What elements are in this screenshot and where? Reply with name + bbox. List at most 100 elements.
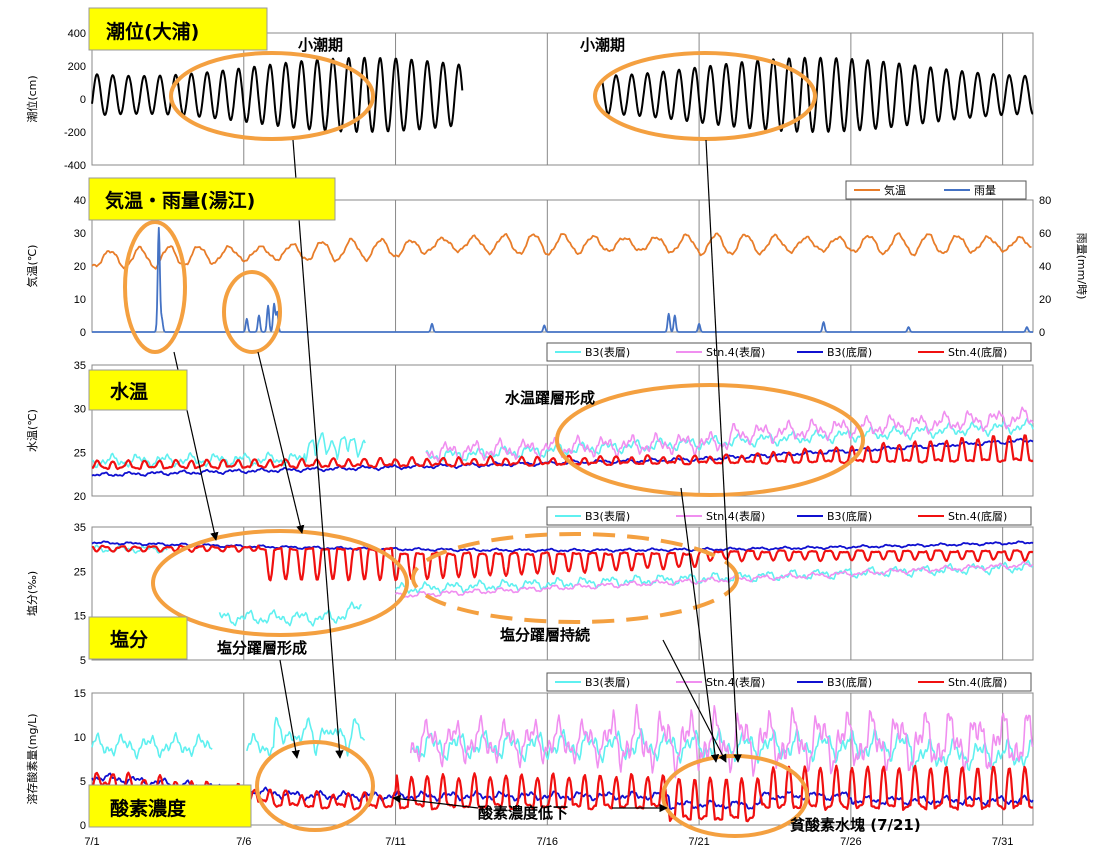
legend-box <box>546 672 1032 692</box>
y-right-tick-label: 20 <box>1039 294 1051 306</box>
plot-frame <box>91 32 1034 166</box>
b3-surface-line <box>246 716 366 757</box>
y-tick-label: -200 <box>64 127 86 139</box>
y-right-tick-label: 80 <box>1039 195 1051 207</box>
y-tick-label: 10 <box>74 294 86 306</box>
halocline-persist-label: 塩分躍層持続 <box>500 626 590 644</box>
thermocline-ellipse <box>555 383 865 497</box>
legend-label: Stn.4(表層) <box>706 509 765 523</box>
water-temp-legend: B3(表層) Stn.4(表層) B3(底層) Stn.4(底層) <box>546 342 1032 362</box>
legend-box <box>546 506 1032 526</box>
salinity-title: 塩分 <box>110 628 148 651</box>
y-tick-label: 20 <box>74 491 86 503</box>
arrow-thermo-to-do <box>680 487 720 763</box>
x-tick-label: 7/26 <box>840 836 861 848</box>
tide-title-box: 潮位(大浦) <box>88 7 268 51</box>
x-tick-label: 7/6 <box>236 836 251 848</box>
y-axis-label: 気温(℃) <box>25 245 39 288</box>
arrow-neap2-to-do <box>705 139 742 763</box>
y-right-tick-label: 60 <box>1039 228 1051 240</box>
arrow-halo-form-to-do <box>279 659 300 759</box>
y-tick-label: 35 <box>74 522 86 534</box>
stn4-surface-line <box>425 406 1034 464</box>
b3-surface-line <box>91 731 213 760</box>
halocline-persist-ellipse <box>411 532 739 624</box>
x-tick-label: 7/16 <box>537 836 558 848</box>
b3-surface-line <box>91 451 243 469</box>
oxygen-legend: B3(表層) Stn.4(表層) B3(底層) Stn.4(底層) <box>546 672 1032 692</box>
stn4-bottom-line <box>92 434 1034 471</box>
y-axis-label: 塩分(‰) <box>25 571 39 616</box>
y-tick-label: 5 <box>80 776 86 788</box>
y-tick-label: 15 <box>74 611 86 623</box>
legend-label: 気温 <box>884 183 906 197</box>
water-temp-title: 水温 <box>110 381 148 403</box>
water-temp-title-box: 水温 <box>88 369 188 411</box>
neap-ellipse-1 <box>169 51 375 141</box>
stn4-surface-line <box>394 560 1034 599</box>
y-tick-label: 5 <box>80 655 86 667</box>
grid-layer <box>91 32 1034 826</box>
y-axis-label: 水温(℃) <box>26 409 39 452</box>
weather-title-box: 気温・雨量(湯江) <box>88 177 336 221</box>
y-tick-label: 30 <box>74 228 86 240</box>
weather-legend: 気温 雨量 <box>845 180 1027 200</box>
y-tick-label: 0 <box>80 327 86 339</box>
oxygen-title-box: 酸素濃度 <box>88 784 252 828</box>
weather-title: 気温・雨量(湯江) <box>105 189 255 212</box>
x-tick-label: 7/11 <box>385 836 406 848</box>
stn4-bottom-line <box>91 544 1034 582</box>
y-tick-label: 200 <box>68 61 86 73</box>
oxygen-title: 酸素濃度 <box>110 797 187 820</box>
legend-label: Stn.4(底層) <box>948 509 1007 523</box>
salinity-legend: B3(表層) Stn.4(表層) B3(底層) Stn.4(底層) <box>546 506 1032 526</box>
legend-label: Stn.4(表層) <box>706 675 765 689</box>
y-tick-label: 30 <box>74 404 86 416</box>
legend-label: Stn.4(底層) <box>948 345 1007 359</box>
rain-ellipse-2 <box>222 270 282 354</box>
y-tick-label: 40 <box>74 195 86 207</box>
y-right-tick-label: 0 <box>1039 327 1045 339</box>
y-tick-label: 0 <box>80 94 86 106</box>
neap-label-1: 小潮期 <box>298 36 343 54</box>
b3-surface-line <box>394 559 1034 595</box>
legend-box <box>845 180 1027 200</box>
x-tick-label: 7/21 <box>688 836 709 848</box>
legend-label: B3(底層) <box>827 675 872 689</box>
y-right-axis-label: 雨量(mm/時) <box>1075 233 1088 300</box>
tide-title: 潮位(大浦) <box>106 20 199 43</box>
salinity-title-box: 塩分 <box>88 616 188 660</box>
series-layer <box>91 56 1034 823</box>
legend-label: B3(表層) <box>585 509 630 523</box>
thermocline-label: 水温躍層形成 <box>505 389 595 407</box>
arrow-halo-keep-to-do <box>662 639 727 763</box>
y-tick-label: 0 <box>80 820 86 832</box>
legend-label: Stn.4(底層) <box>948 675 1007 689</box>
arrow-do-drop-left <box>392 794 479 809</box>
halocline-form-ellipse <box>151 529 409 637</box>
neap-ellipse-2 <box>593 51 817 141</box>
rain-ellipse-1 <box>123 220 187 354</box>
arrow-neap1-to-do <box>292 139 344 759</box>
legend-label: B3(底層) <box>827 509 872 523</box>
annotation-layer <box>123 51 865 838</box>
halocline-form-label: 塩分躍層形成 <box>217 639 307 657</box>
legend-label: B3(表層) <box>585 675 630 689</box>
legend-label: B3(底層) <box>827 345 872 359</box>
b3-surface-line <box>218 601 362 627</box>
tide-series-line <box>91 56 464 133</box>
y-tick-label: 25 <box>74 566 86 578</box>
rain-line <box>91 226 1034 333</box>
hypoxic-label: 貧酸素水塊 (7/21) <box>790 816 921 834</box>
legend-label: Stn.4(表層) <box>706 345 765 359</box>
axes-layer: -400-2000200400潮位(cm)010203040020406080雨… <box>25 28 1088 848</box>
tide-series-line <box>601 56 1034 133</box>
x-tick-label: 7/1 <box>84 836 99 848</box>
air-temp-line <box>91 232 1032 270</box>
y-axis-label: 潮位(cm) <box>25 75 39 122</box>
y-tick-label: -400 <box>64 160 86 172</box>
legend-box <box>546 342 1032 362</box>
y-tick-label: 25 <box>74 447 86 459</box>
arrow-rain-to-salinity-2 <box>257 351 305 534</box>
